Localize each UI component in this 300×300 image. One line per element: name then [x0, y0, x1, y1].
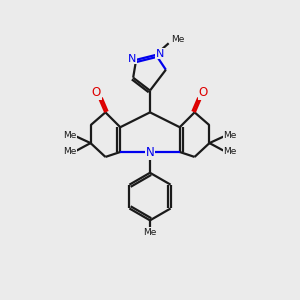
Text: O: O [199, 86, 208, 99]
Text: N: N [146, 146, 154, 160]
Text: Me: Me [63, 130, 76, 140]
Text: Me: Me [63, 148, 76, 157]
Text: Me: Me [224, 130, 237, 140]
Text: N: N [128, 54, 136, 64]
Text: N: N [156, 49, 164, 59]
Text: Me: Me [143, 228, 157, 237]
Text: Me: Me [171, 34, 184, 43]
Text: O: O [92, 86, 101, 99]
Text: Me: Me [224, 148, 237, 157]
